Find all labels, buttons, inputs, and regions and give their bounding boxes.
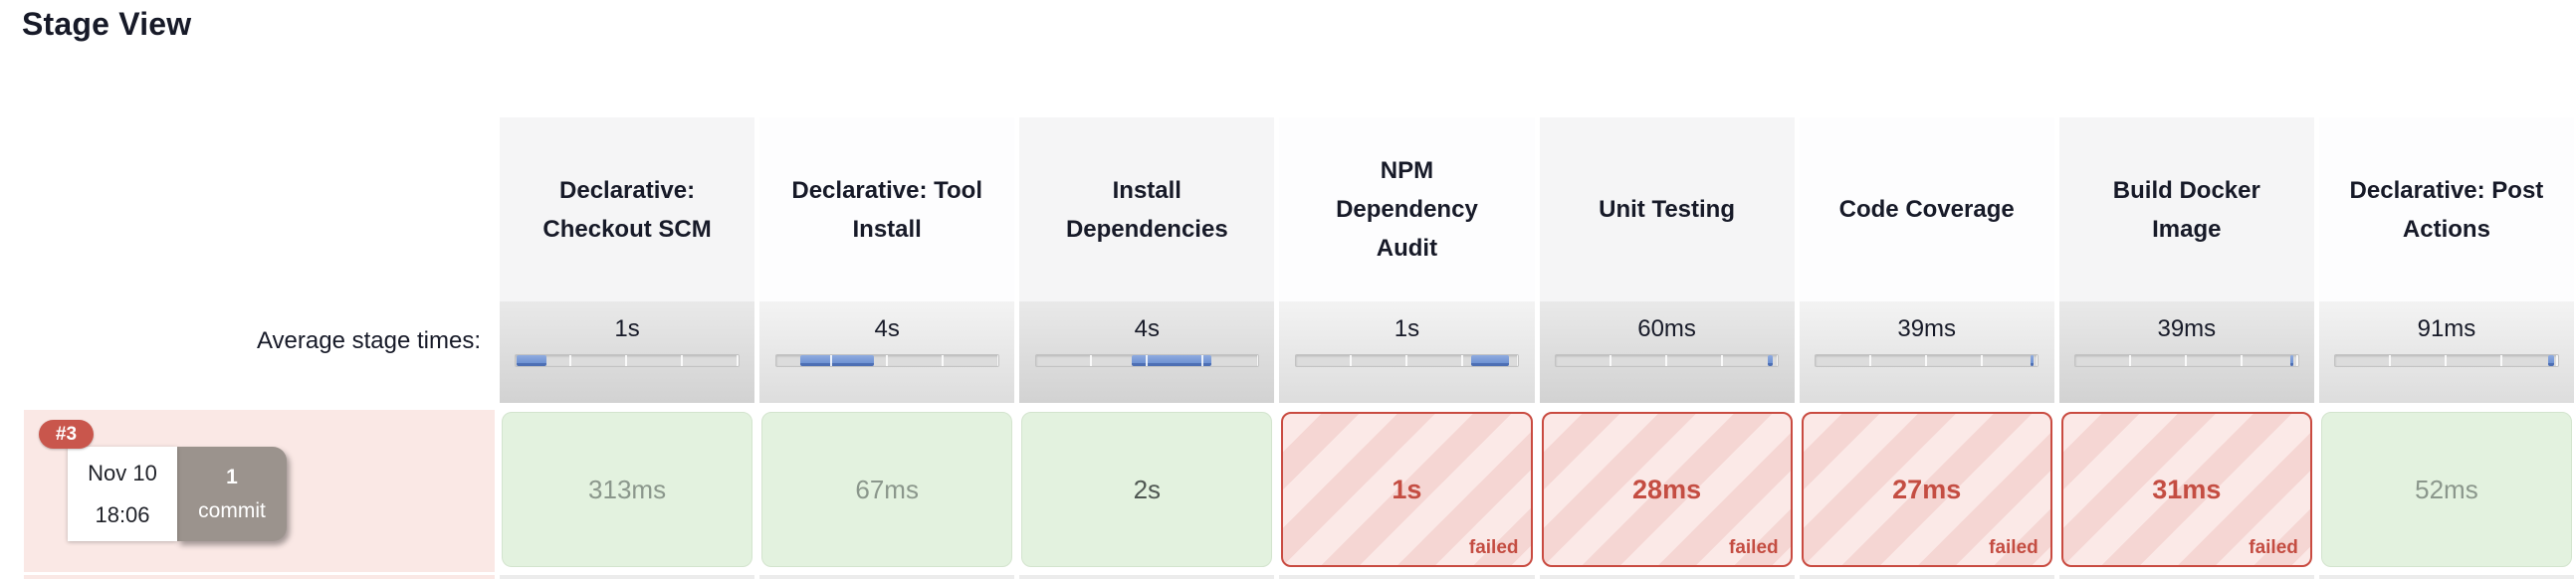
avg-time-cell-post-actions: 91ms	[2318, 301, 2574, 403]
build-time: 18:06	[95, 501, 150, 527]
stage-duration: 1s	[1392, 474, 1422, 504]
avg-time-value: 4s	[874, 315, 900, 342]
stage-header-install-deps: Install Dependencies	[1019, 117, 1275, 301]
failed-status-label: failed	[2249, 537, 2298, 558]
avg-time-cell-tool-install: 4s	[759, 301, 1015, 403]
stage-timeline-bar	[515, 354, 740, 367]
stage-timeline-bar	[774, 354, 999, 367]
failed-status-label: failed	[1468, 537, 1519, 558]
stage-header-code-coverage: Code Coverage	[1799, 117, 2054, 301]
avg-time-cell-code-coverage: 39ms	[1799, 301, 2054, 403]
stage-duration: 313ms	[588, 474, 667, 504]
avg-time-value: 91ms	[2417, 315, 2476, 342]
average-times-label: Average stage times:	[0, 301, 495, 403]
build-changes-box[interactable]: 1 commit	[177, 447, 287, 541]
stage-timeline-bar	[1034, 354, 1259, 367]
avg-time-cell-unit-testing: 60ms	[1539, 301, 1795, 403]
stage-duration: 31ms	[2152, 474, 2222, 504]
stage-header-post-actions: Declarative: Post Actions	[2318, 117, 2574, 301]
page-title: Stage View	[22, 6, 192, 42]
stage-result-cell-install-deps[interactable]: 2s	[1019, 410, 1275, 572]
stage-duration: 27ms	[1892, 474, 1962, 504]
avg-time-value: 60ms	[1637, 315, 1696, 342]
average-times-row: Average stage times: 1s 4s 4s 1s 60ms 39…	[0, 301, 2574, 403]
build-date: Nov 10	[88, 460, 157, 485]
avg-time-cell-npm-audit: 1s	[1279, 301, 1535, 403]
next-build-info-partial	[0, 575, 495, 579]
stage-header-build-docker: Build Docker Image	[2058, 117, 2314, 301]
avg-time-cell-build-docker: 39ms	[2058, 301, 2314, 403]
stage-duration: 28ms	[1632, 474, 1702, 504]
stage-duration: 52ms	[2415, 474, 2478, 504]
failed-status-label: failed	[1729, 537, 1779, 558]
next-build-row-partial	[0, 575, 2574, 579]
avg-time-value: 4s	[1134, 315, 1160, 342]
stage-duration: 67ms	[855, 474, 919, 504]
commit-count: 1	[226, 465, 238, 488]
commit-label: commit	[198, 498, 266, 522]
avg-time-value: 39ms	[1897, 315, 1957, 342]
stage-timeline-bar	[1294, 354, 1520, 367]
stage-result-cell-tool-install[interactable]: 67ms	[759, 410, 1015, 572]
failed-status-label: failed	[1989, 537, 2039, 558]
avg-time-value: 39ms	[2157, 315, 2217, 342]
stage-result-cell-npm-audit[interactable]: 1s failed	[1279, 410, 1535, 572]
header-spacer	[0, 117, 495, 301]
stage-header-npm-audit: NPM Dependency Audit	[1279, 117, 1535, 301]
stage-result-cell-build-docker[interactable]: 31ms failed	[2058, 410, 2314, 572]
stage-header-row: Declarative: Checkout SCM Declarative: T…	[0, 117, 2574, 301]
avg-time-value: 1s	[614, 315, 640, 342]
avg-time-cell-install-deps: 4s	[1019, 301, 1275, 403]
stage-timeline-bar	[2074, 354, 2299, 367]
stage-header-tool-install: Declarative: Tool Install	[759, 117, 1015, 301]
stage-result-cell-post-actions[interactable]: 52ms	[2318, 410, 2574, 572]
stage-result-cell-unit-testing[interactable]: 28ms failed	[1539, 410, 1795, 572]
stage-header-checkout-scm: Declarative: Checkout SCM	[500, 117, 755, 301]
stage-timeline-bar	[1554, 354, 1780, 367]
avg-time-cell-checkout-scm: 1s	[500, 301, 755, 403]
stage-timeline-bar	[2334, 354, 2559, 367]
build-row-3: #3 Nov 10 18:06 1 commit 313ms 67ms 2s 1…	[0, 410, 2574, 572]
stage-duration: 2s	[1133, 474, 1162, 504]
stage-result-cell-checkout-scm[interactable]: 313ms	[500, 410, 755, 572]
build-info-cell: #3 Nov 10 18:06 1 commit	[0, 410, 495, 572]
build-datetime-box[interactable]: Nov 10 18:06	[68, 447, 177, 541]
stage-result-cell-code-coverage[interactable]: 27ms failed	[1799, 410, 2054, 572]
avg-time-value: 1s	[1394, 315, 1420, 342]
stage-timeline-bar	[1815, 354, 2039, 367]
build-number-badge[interactable]: #3	[39, 420, 94, 449]
stage-header-unit-testing: Unit Testing	[1539, 117, 1795, 301]
